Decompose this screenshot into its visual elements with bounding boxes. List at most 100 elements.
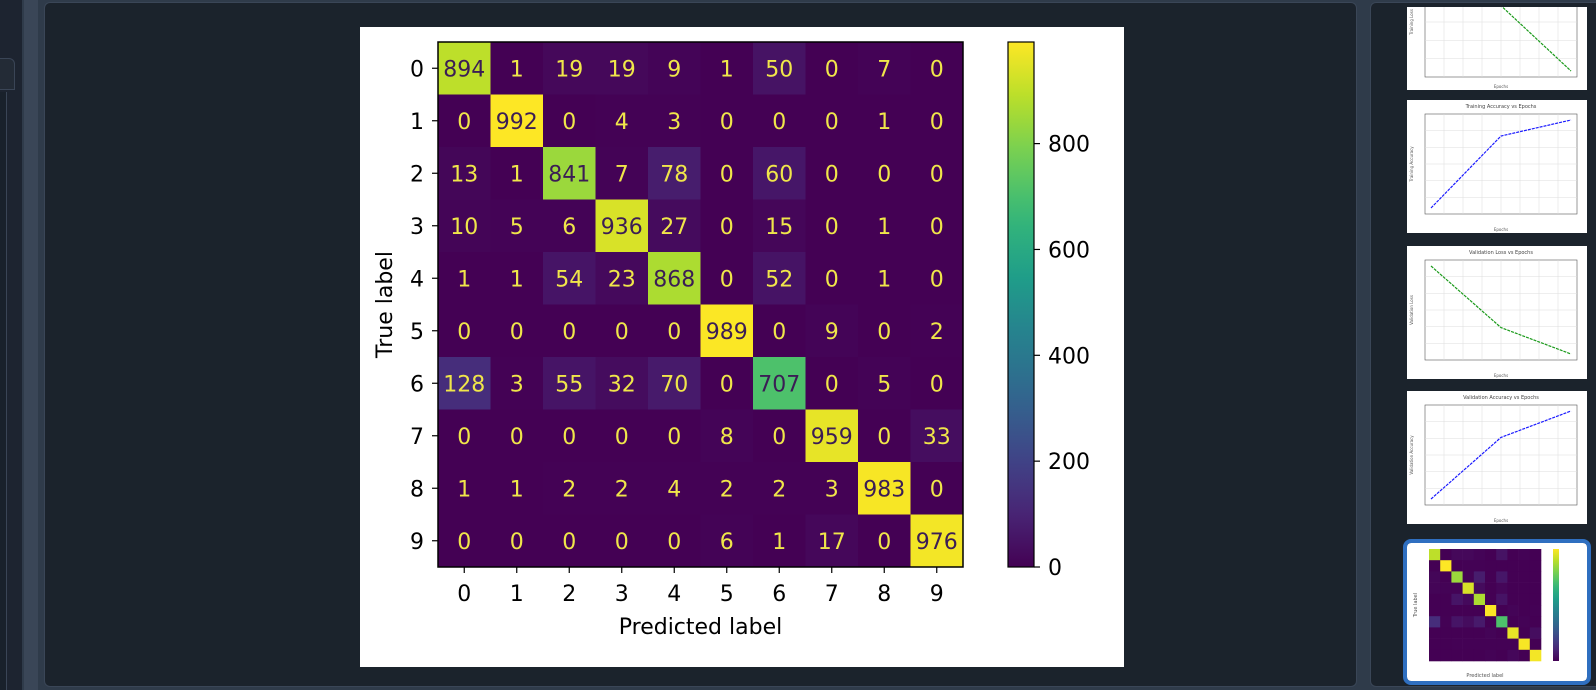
mini-matrix-cell — [1529, 649, 1542, 662]
left-subpanel — [0, 92, 7, 690]
x-tick-label: 1 — [510, 582, 524, 607]
colorbar-tick-label: 400 — [1048, 344, 1090, 369]
matrix-cell — [805, 147, 859, 200]
mini-matrix-cell — [1440, 571, 1452, 583]
cell-value-label: 0 — [930, 372, 944, 397]
mini-matrix-cell — [1462, 616, 1475, 628]
thumbnail-training-loss[interactable]: Epochs Training Loss — [1407, 7, 1587, 90]
cell-value-label: 17 — [818, 530, 846, 555]
thumbnail-training-accuracy[interactable]: Training Accuracy vs Epochs Epochs Trainin… — [1407, 100, 1587, 233]
y-tick-label: 5 — [410, 320, 424, 345]
image-canvas: 894 1 19 19 9 1 50 0 7 0 0 992 0 4 3 0 0 0 1 0 13 1 841 7 78 0 60 0… — [360, 27, 1124, 667]
cell-value-label: 32 — [608, 372, 636, 397]
cell-value-label: 0 — [930, 215, 944, 240]
cell-value-label: 1 — [510, 57, 524, 82]
mini-matrix-cell — [1518, 616, 1531, 628]
matrix-cell — [753, 304, 806, 358]
cell-value-label: 1 — [457, 267, 471, 292]
cell-value-label: 0 — [877, 425, 891, 450]
matrix-cell — [595, 514, 649, 568]
matrix-cell — [858, 462, 911, 515]
cell-value-label: 1 — [510, 267, 524, 292]
cell-value-label: 27 — [660, 215, 688, 240]
x-tick-label: 6 — [772, 582, 786, 607]
thumbnail-validation-accuracy[interactable]: Validation Accuracy vs Epochs Epochs Valid… — [1407, 391, 1587, 524]
mini-matrix-cell — [1440, 649, 1452, 662]
mini-matrix-cell — [1451, 627, 1463, 639]
matrix-cell — [648, 147, 701, 200]
mini-matrix-cell — [1429, 627, 1441, 639]
cell-value-label: 78 — [660, 162, 688, 187]
mini-matrix-cell — [1485, 616, 1497, 628]
cell-value-label: 128 — [443, 372, 485, 397]
cell-value-label: 0 — [930, 110, 944, 135]
mini-matrix-cell — [1473, 571, 1486, 583]
cell-value-label: 13 — [450, 162, 478, 187]
mini-matrix-cell — [1429, 571, 1441, 583]
cell-value-label: 0 — [510, 530, 524, 555]
cell-value-label: 0 — [930, 57, 944, 82]
matrix-cell — [438, 199, 491, 253]
mini-matrix-cell — [1462, 582, 1475, 595]
cell-value-label: 0 — [562, 530, 576, 555]
cell-value-label: 6 — [562, 215, 576, 240]
y-tick-label: 7 — [410, 425, 424, 450]
thumbnail-validation-loss[interactable]: Validation Loss vs Epochs Epochs Validatio… — [1407, 246, 1587, 379]
matrix-cell — [438, 252, 491, 305]
matrix-cell — [910, 357, 964, 410]
mini-matrix-cell — [1451, 549, 1463, 561]
cell-value-label: 2 — [720, 477, 734, 502]
mini-matrix-cell — [1518, 560, 1531, 572]
mini-matrix-cell — [1462, 605, 1475, 617]
mini-matrix-cell — [1440, 616, 1452, 628]
matrix-cell — [648, 409, 701, 463]
matrix-cell — [753, 199, 806, 253]
thumbnail-ylabel: Validation Loss — [1409, 295, 1414, 325]
mini-matrix-cell — [1451, 571, 1463, 583]
mini-matrix-cell — [1529, 593, 1542, 606]
x-tick-label: 5 — [720, 582, 734, 607]
cell-value-label: 0 — [562, 110, 576, 135]
mini-matrix-cell — [1496, 582, 1508, 595]
confusion-matrix-mini: Predicted label True label — [1413, 549, 1559, 679]
matrix-cell — [490, 514, 544, 568]
matrix-cell — [805, 357, 859, 410]
cell-value-label: 976 — [916, 530, 958, 555]
colorbar-tick-label: 0 — [1048, 556, 1062, 581]
matrix-cell — [490, 462, 544, 515]
matrix-cell — [648, 42, 701, 95]
colorbar-tick-label: 200 — [1048, 450, 1090, 475]
cell-value-label: 60 — [765, 162, 793, 187]
mini-matrix-cell — [1451, 560, 1463, 572]
cell-value-label: 841 — [548, 162, 590, 187]
x-tick-label: 3 — [615, 582, 629, 607]
left-panel-tab[interactable] — [0, 58, 15, 90]
thumbnail-confusion-matrix[interactable]: Predicted label True label — [1403, 539, 1591, 685]
cell-value-label: 1 — [720, 57, 734, 82]
matrix-cell — [910, 252, 964, 305]
matrix-cell — [543, 304, 596, 358]
mini-matrix-cell — [1429, 605, 1441, 617]
cell-value-label: 0 — [877, 162, 891, 187]
mini-matrix-cell — [1473, 649, 1486, 662]
cell-value-label: 0 — [825, 110, 839, 135]
cell-value-label: 1 — [457, 477, 471, 502]
mini-matrix-cell — [1496, 649, 1508, 662]
panel-splitter[interactable] — [24, 0, 38, 690]
matrix-cell — [753, 42, 806, 95]
matrix-cell — [805, 252, 859, 305]
cell-value-label: 55 — [555, 372, 583, 397]
x-tick-label: 4 — [667, 582, 681, 607]
mini-matrix-cell — [1473, 560, 1486, 572]
cell-value-label: 1 — [877, 110, 891, 135]
cell-value-label: 894 — [443, 57, 485, 82]
mini-ylabel: True label — [1413, 593, 1419, 618]
mini-matrix-cell — [1507, 582, 1519, 595]
cell-value-label: 7 — [615, 162, 629, 187]
series-line — [1430, 265, 1572, 355]
matrix-cell — [753, 462, 806, 515]
cell-value-label: 992 — [496, 110, 538, 135]
matrix-cell — [700, 147, 754, 200]
cell-value-label: 0 — [772, 425, 786, 450]
